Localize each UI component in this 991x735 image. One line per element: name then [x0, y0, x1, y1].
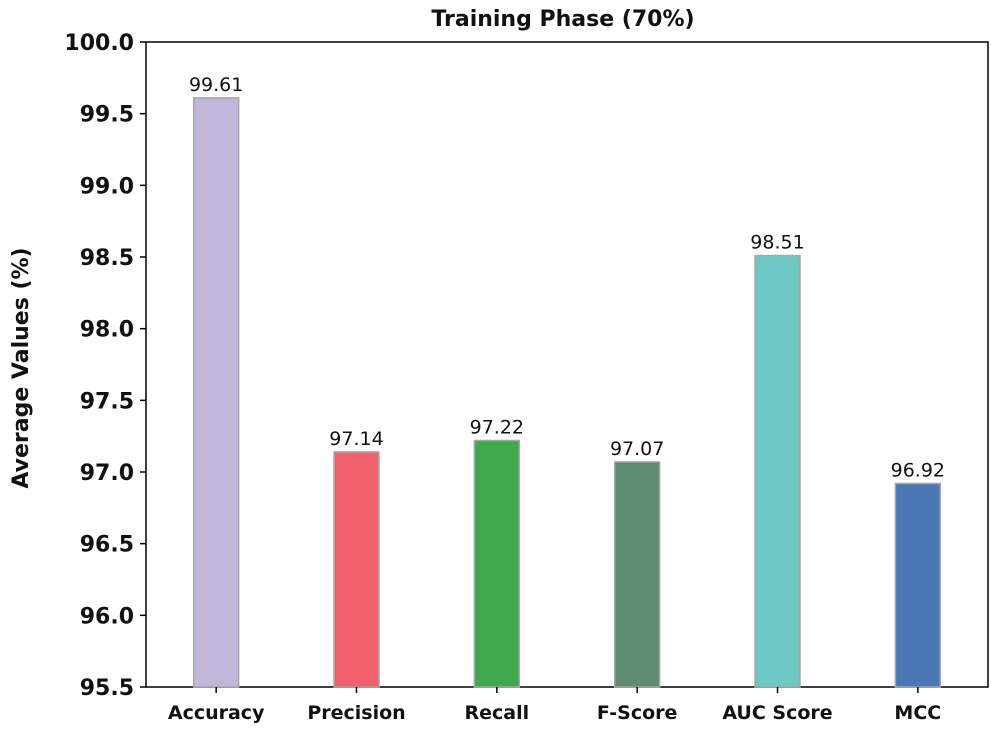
y-tick-label: 100.0	[64, 31, 134, 56]
axis-ticks-group: 95.5 96.0 96.5 97.0 97.5 98.0 98.5 99.0 99.5 100.…	[64, 31, 941, 724]
bar-mcc	[894, 482, 942, 688]
x-tick-label: Recall	[465, 702, 530, 724]
bar-precision	[333, 451, 380, 688]
bar-recall	[473, 439, 521, 688]
x-tick-label: Precision	[307, 702, 405, 724]
bar-auc-score	[754, 254, 801, 688]
y-tick-label: 97.0	[80, 461, 134, 486]
y-tick-label: 98.5	[80, 246, 134, 271]
data-label: 97.22	[470, 416, 524, 438]
y-tick-label: 96.0	[80, 604, 134, 629]
bars-group	[192, 97, 942, 688]
data-label: 98.51	[750, 232, 804, 254]
y-tick-label: 99.5	[80, 103, 134, 128]
x-tick-label: MCC	[894, 702, 941, 724]
bar-f-score	[613, 461, 661, 688]
data-label: 97.14	[329, 428, 383, 450]
chart-title: Training Phase (70%)	[431, 7, 694, 32]
y-tick-label: 96.5	[80, 533, 134, 558]
y-tick-label: 95.5	[80, 676, 134, 701]
x-tick-label: F-Score	[597, 702, 678, 724]
data-label: 96.92	[891, 459, 945, 481]
data-label: 97.07	[610, 438, 664, 460]
data-labels-group: 99.61 97.14 97.22 97.07 98.51 96.92	[189, 74, 945, 482]
bar-accuracy	[192, 97, 240, 688]
data-label: 99.61	[189, 74, 243, 96]
y-tick-label: 97.5	[80, 389, 134, 414]
plot-area-frame	[145, 41, 989, 688]
y-axis-label: Average Values (%)	[9, 247, 34, 488]
y-tick-label: 98.0	[80, 318, 134, 343]
y-tick-label: 99.0	[80, 174, 134, 199]
x-tick-label: AUC Score	[722, 702, 832, 724]
x-tick-label: Accuracy	[168, 702, 265, 724]
